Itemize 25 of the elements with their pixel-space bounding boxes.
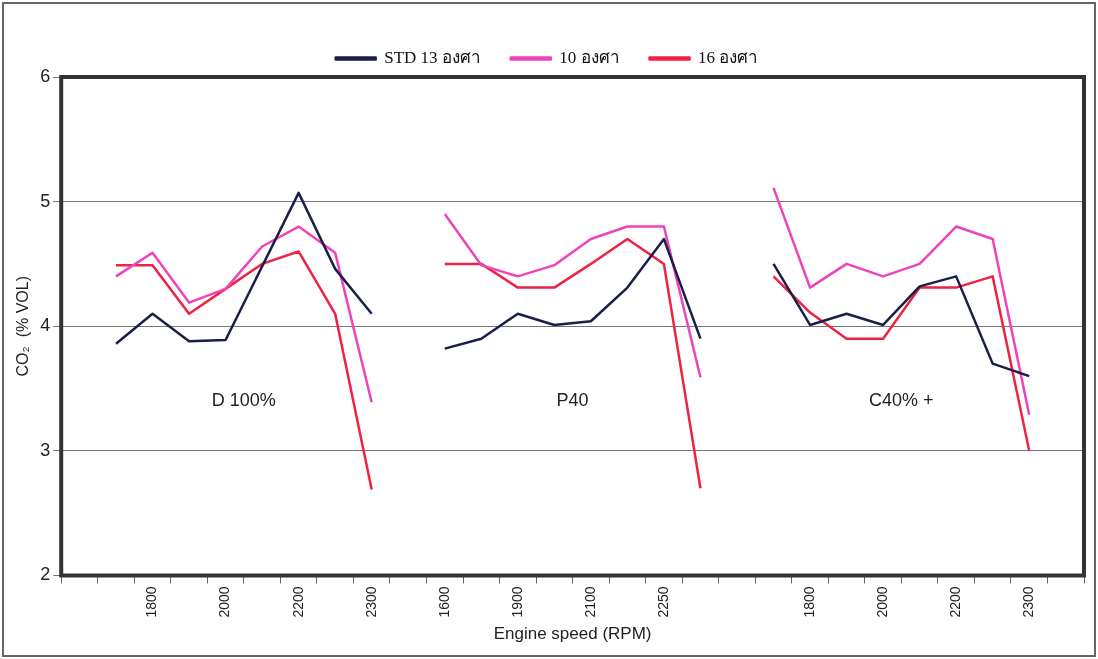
y-tick-label: 5	[40, 190, 51, 211]
x-tick-label: 1600	[435, 586, 452, 618]
annotation: D 100%	[211, 389, 276, 410]
x-tick-label: 2000	[216, 586, 233, 618]
x-tick-label: 2200	[947, 586, 964, 618]
y-tick-label: 6	[40, 65, 51, 86]
legend-label: 16 องศา	[698, 47, 759, 67]
legend-label: 10 องศา	[559, 47, 620, 67]
annotation: P40	[556, 389, 589, 410]
x-tick-label: 2200	[289, 586, 306, 618]
x-tick-label: 2250	[654, 586, 671, 618]
annotation: C40% +	[869, 389, 934, 410]
y-tick-label: 3	[40, 439, 51, 460]
x-tick-label: 2100	[581, 586, 598, 618]
x-tick-label: 2000	[873, 586, 890, 618]
y-tick-label: 2	[40, 564, 51, 585]
y-axis-title: CO₂ (% VOL)	[14, 276, 32, 377]
x-tick-label: 2300	[362, 586, 379, 618]
x-axis-title: Engine speed (RPM)	[493, 624, 652, 644]
y-tick-label: 4	[40, 315, 51, 336]
x-tick-label: 1900	[508, 586, 525, 618]
x-tick-label: 1800	[143, 586, 160, 618]
x-tick-label: 2300	[1020, 586, 1037, 618]
legend-label: STD 13 องศา	[384, 47, 481, 67]
x-tick-label: 1800	[800, 586, 817, 618]
